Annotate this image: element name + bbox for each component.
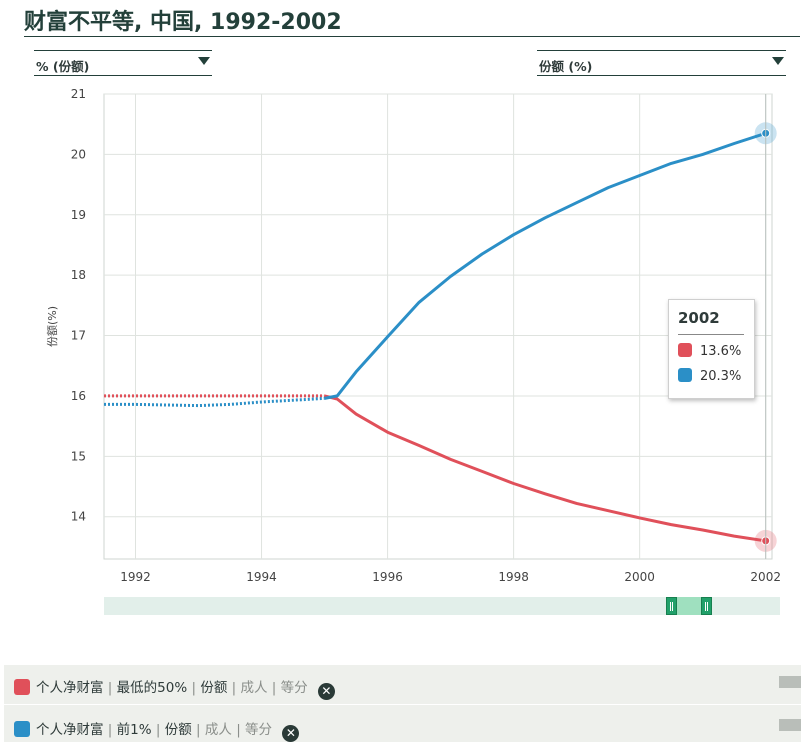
legend-item-bottom50[interactable]: 个人净财富 | 最低的50% | 份额 | 成人 | 等分 ✕	[14, 676, 335, 702]
series-0-line	[324, 394, 766, 543]
tooltip-row-top1: 20.3%	[678, 368, 741, 386]
legend-part: 前1%	[116, 722, 152, 738]
line-chart: 14 15 16 17 18 19 20 21 1992 1994 1996 1998 2000 2002…	[46, 87, 781, 584]
legend-part: 等分	[245, 722, 273, 738]
top1-color-swatch	[14, 721, 30, 737]
x-tick-label: 2002	[750, 570, 781, 584]
tooltip-row-bottom50: 13.6%	[678, 343, 741, 361]
top1-swatch	[678, 368, 692, 382]
data-tooltip: 2002 13.6% 20.3%	[668, 299, 755, 399]
measure-dropdown[interactable]: 份额 (%)	[537, 50, 786, 76]
legend-part: 个人净财富	[36, 722, 104, 738]
series-1-dotted-line	[104, 396, 325, 408]
unit-dropdown-label: % (份额)	[36, 59, 90, 74]
range-end-handle[interactable]	[701, 597, 712, 615]
tooltip-divider	[678, 334, 744, 335]
tooltip-value-top1: 20.3%	[700, 369, 742, 384]
y-tick-label: 19	[71, 208, 86, 222]
range-thumb[interactable]	[666, 597, 712, 615]
chart-title: 财富不平等, 中国, 1992-2002	[24, 10, 342, 35]
y-tick-label: 17	[71, 329, 86, 343]
legend-part: 等分	[280, 680, 308, 696]
range-start-handle[interactable]	[666, 597, 677, 615]
title-divider	[24, 36, 800, 37]
legend-part: 个人净财富	[36, 680, 104, 696]
x-tick-label: 1996	[372, 570, 403, 584]
unit-dropdown[interactable]: % (份额)	[34, 50, 212, 76]
chevron-down-icon	[772, 57, 784, 65]
y-axis-label: 份额(%)	[46, 306, 59, 347]
y-tick-label: 20	[71, 147, 86, 161]
x-tick-label: 2000	[624, 570, 655, 584]
remove-series-icon[interactable]: ✕	[282, 725, 300, 742]
bottom50-color-swatch	[14, 679, 30, 695]
y-tick-label: 15	[71, 449, 86, 463]
plot-area	[103, 93, 773, 560]
y-tick-label: 14	[71, 510, 86, 524]
tooltip-year: 2002	[678, 309, 720, 327]
legend-item-top1[interactable]: 个人净财富 | 前1% | 份额 | 成人 | 等分 ✕	[14, 718, 300, 744]
measure-dropdown-label: 份额 (%)	[539, 59, 593, 74]
legend-part: 最低的50%	[116, 680, 188, 696]
legend-part: 成人	[240, 680, 268, 696]
y-tick-label: 16	[71, 389, 86, 403]
series-1-line	[324, 131, 767, 400]
bottom50-swatch	[678, 343, 692, 357]
legend-scroll-indicator	[779, 719, 801, 731]
legend-part: 份额	[164, 722, 192, 738]
time-range-scroller[interactable]	[104, 597, 780, 615]
legend-divider	[4, 704, 801, 705]
x-tick-label: 1994	[246, 570, 277, 584]
tooltip-value-bottom50: 13.6%	[700, 344, 742, 359]
remove-series-icon[interactable]: ✕	[317, 683, 335, 700]
x-tick-label: 1998	[498, 570, 529, 584]
legend-scroll-indicator	[779, 676, 801, 688]
legend-part: 成人	[204, 722, 232, 738]
y-tick-label: 21	[71, 87, 86, 101]
x-tick-label: 1992	[120, 570, 151, 584]
chevron-down-icon	[198, 57, 210, 65]
series-legend-panel	[4, 665, 801, 742]
legend-part: 份额	[200, 680, 228, 696]
y-tick-label: 18	[71, 268, 86, 282]
